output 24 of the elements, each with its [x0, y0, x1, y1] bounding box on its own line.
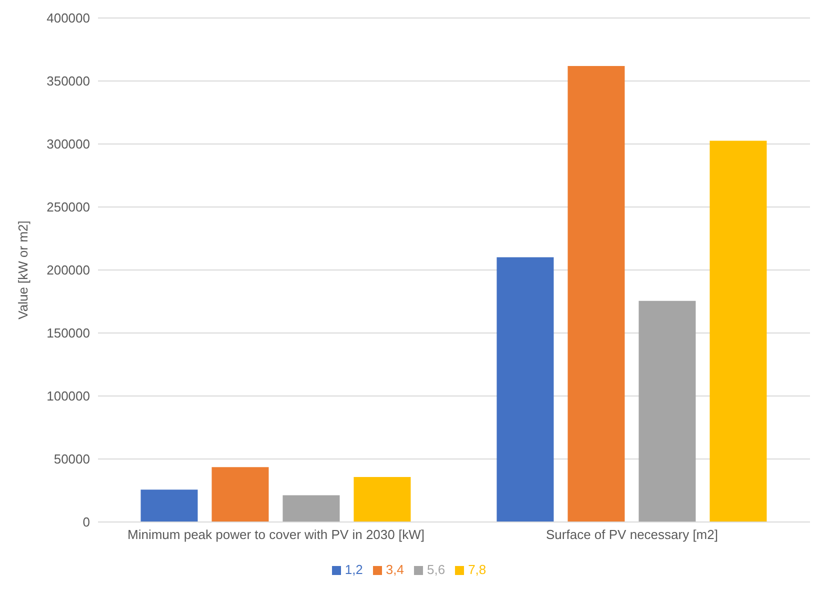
bar	[710, 140, 767, 522]
y-tick-label: 200000	[46, 262, 90, 278]
y-tick-label: 250000	[46, 200, 90, 215]
x-tick-label: Surface of PV necessary [m2]	[546, 527, 718, 542]
legend-label: 3,4	[386, 562, 404, 577]
bar	[638, 300, 696, 522]
y-axis-title: Value [kW or m2]	[16, 220, 31, 320]
y-tick-label: 0	[82, 514, 90, 530]
bar	[568, 66, 625, 522]
y-tick-label: 100000	[46, 388, 90, 404]
y-tick-label: 350000	[46, 74, 90, 89]
bar	[354, 477, 411, 522]
bar	[140, 490, 198, 522]
y-tick-label: 50000	[54, 452, 90, 467]
bar	[496, 257, 554, 522]
y-tick-label: 300000	[46, 136, 90, 152]
y-tick-label: 150000	[46, 326, 90, 341]
bar	[282, 495, 340, 522]
x-tick-label: Minimum peak power to cover with PV in 2030 [kW]	[128, 527, 424, 542]
legend-label: 5,6	[427, 562, 446, 577]
legend-label: 7,8	[468, 562, 486, 577]
bar	[212, 467, 269, 522]
y-tick-label: 400000	[46, 10, 90, 26]
legend-label: 1,2	[344, 562, 363, 577]
